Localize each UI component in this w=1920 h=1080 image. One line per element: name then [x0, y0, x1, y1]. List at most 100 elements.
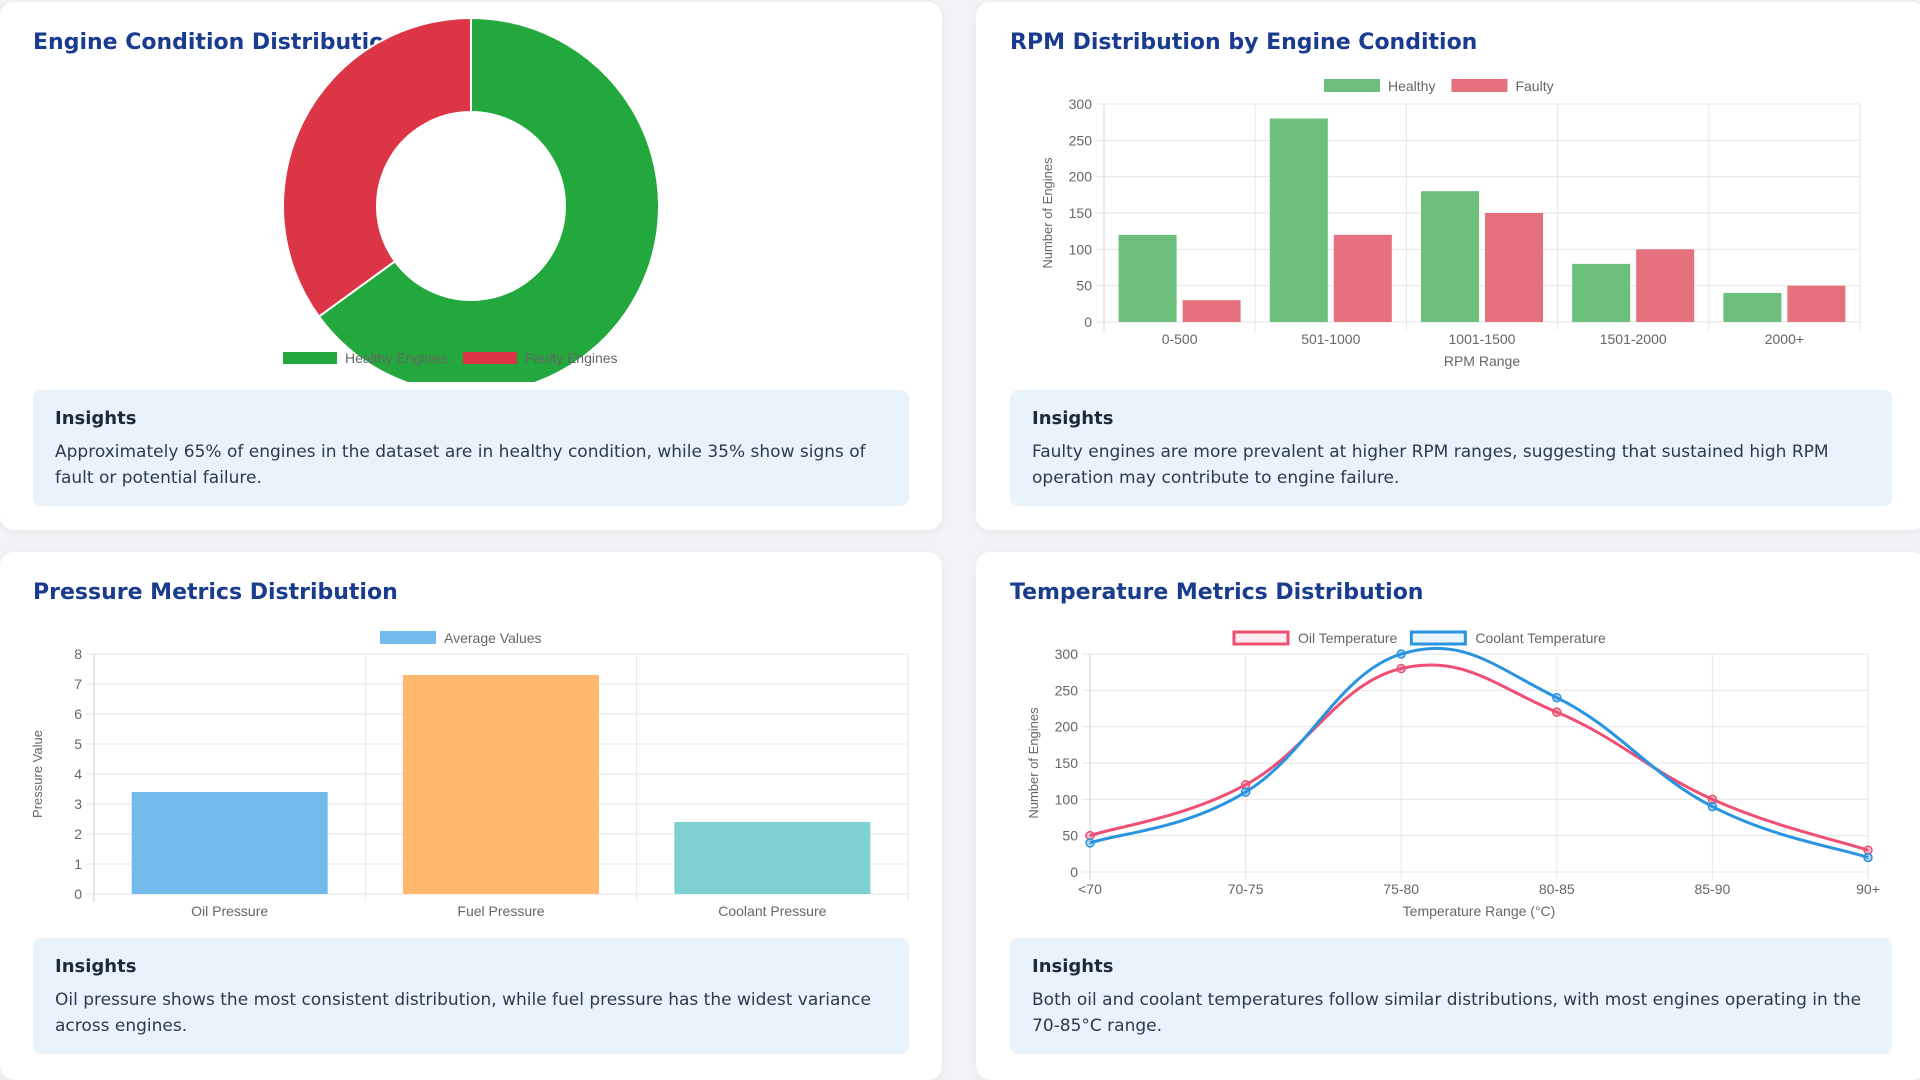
y-tick-label: 0 [1070, 864, 1078, 880]
x-tick-label: 70-75 [1228, 881, 1264, 897]
legend-swatch [1409, 630, 1467, 646]
insights-text: Faulty engines are more prevalent at hig… [1032, 442, 1829, 488]
bar-faulty-501-1000 [1333, 234, 1392, 322]
x-axis-title: RPM Range [1444, 353, 1520, 369]
y-tick-label: 5 [74, 736, 82, 752]
doughnut-slice-healthy-engines [317, 16, 660, 382]
legend-swatch [462, 352, 517, 364]
rpm-bar-chart: 0 50 100 150 200 250 300 Number of Engines 0-500… [1040, 78, 1861, 369]
bar-healthy-1001-1500 [1421, 191, 1479, 322]
y-tick-label: 300 [1069, 96, 1093, 112]
bar-fuel-pressure [403, 675, 599, 894]
bar-faulty-1501-2000 [1636, 249, 1695, 322]
engine-condition-title: Engine Condition Distribution [33, 30, 400, 55]
insights-text: Oil pressure shows the most consistent d… [55, 990, 871, 1036]
point-coolant-temperature [1863, 852, 1873, 863]
legend-swatch [380, 631, 436, 644]
point-oil-temperature [1552, 707, 1562, 717]
bar-faulty-2000+ [1787, 285, 1846, 322]
insights-text: Both oil and coolant temperatures follow… [1032, 990, 1862, 1036]
y-tick-label: 250 [1069, 132, 1093, 148]
y-tick-label: 6 [74, 706, 82, 722]
legend-swatch [1451, 79, 1508, 92]
legend-label: Faulty Engines [525, 350, 618, 366]
insights-heading: Insights [55, 956, 137, 977]
legend-swatch [283, 352, 337, 364]
y-tick-label: 3 [74, 796, 82, 812]
legend-label: Coolant Temperature [1475, 630, 1606, 646]
y-axis-title: Number of Engines [1040, 157, 1055, 269]
line-oil-temperature [1089, 663, 1869, 852]
bar-oil-pressure [131, 792, 328, 894]
y-tick-label: 8 [74, 646, 82, 662]
x-tick-label: 0-500 [1162, 331, 1198, 347]
y-tick-label: 50 [1062, 828, 1078, 844]
y-tick-label: 7 [74, 676, 82, 692]
legend-label: Average Values [444, 630, 542, 646]
bar-coolant-pressure [674, 822, 871, 894]
bar-faulty-0-500 [1182, 300, 1241, 322]
y-tick-label: 50 [1076, 278, 1092, 294]
insights-heading: Insights [1032, 956, 1114, 977]
legend-label: Healthy Engines [345, 350, 447, 366]
insights-text: Approximately 65% of engines in the data… [55, 442, 866, 488]
legend-swatch [1324, 79, 1380, 92]
legend-label: Oil Temperature [1298, 630, 1398, 646]
y-tick-label: 2 [74, 826, 82, 842]
line-coolant-temperature [1089, 646, 1869, 859]
x-tick-label: 90+ [1856, 881, 1880, 897]
x-tick-label: 75-80 [1383, 881, 1419, 897]
x-tick-label: <70 [1078, 881, 1102, 897]
y-tick-label: 4 [74, 766, 82, 782]
y-tick-label: 200 [1069, 169, 1093, 185]
pressure-bar-chart: 0 1 2 3 4 5 6 7 8 Pressure Value Oil Pressure Fuel … [30, 630, 909, 919]
pressure-insights: Insights Oil pressure shows the most con… [33, 938, 909, 1054]
y-tick-label: 0 [74, 886, 82, 902]
y-tick-label: 100 [1055, 791, 1079, 807]
temperature-insights: Insights Both oil and coolant temperatur… [1010, 938, 1892, 1054]
insights-heading: Insights [55, 408, 137, 429]
bar-healthy-0-500 [1118, 234, 1177, 322]
x-tick-label: 80-85 [1539, 881, 1575, 897]
bar-healthy-1501-2000 [1572, 263, 1631, 322]
y-tick-label: 0 [1084, 314, 1092, 330]
y-tick-label: 100 [1069, 241, 1093, 257]
x-tick-label: 1501-2000 [1600, 331, 1667, 347]
x-tick-label: Coolant Pressure [718, 903, 826, 919]
point-coolant-temperature [1240, 787, 1251, 797]
pressure-metrics-card: Pressure Metrics Distribution 0 1 2 3 4 5 6 7 8 P… [0, 552, 942, 1080]
y-tick-label: 300 [1055, 646, 1079, 662]
y-tick-label: 150 [1069, 205, 1093, 221]
bar-healthy-2000+ [1723, 292, 1782, 322]
engine-condition-doughnut-chart: Healthy Engines Faulty Engines [282, 16, 660, 382]
point-coolant-temperature [1396, 649, 1406, 659]
y-tick-label: 150 [1055, 755, 1079, 771]
engine-condition-insights: Insights Approximately 65% of engines in… [33, 390, 909, 506]
point-coolant-temperature [1085, 838, 1095, 848]
y-axis-title: Number of Engines [1026, 707, 1041, 819]
rpm-distribution-title: RPM Distribution by Engine Condition [1010, 30, 1478, 55]
x-tick-label: Oil Pressure [191, 903, 268, 919]
rpm-distribution-card: RPM Distribution by Engine Condition 0 50… [976, 2, 1920, 530]
x-tick-label: 2000+ [1765, 331, 1804, 347]
temperature-metrics-card: Temperature Metrics Distribution 0 50 100 1… [976, 552, 1920, 1080]
x-axis-title: Temperature Range (°C) [1403, 903, 1556, 919]
x-tick-label: Fuel Pressure [457, 903, 544, 919]
bar-faulty-1001-1500 [1485, 213, 1543, 322]
point-coolant-temperature [1707, 801, 1718, 812]
rpm-insights: Insights Faulty engines are more prevale… [1010, 390, 1892, 506]
legend-label: Faulty [1515, 78, 1553, 94]
y-tick-label: 250 [1055, 682, 1079, 698]
temperature-metrics-title: Temperature Metrics Distribution [1010, 580, 1424, 605]
temperature-line-chart: 0 50 100 150 200 250 300 Number of Engines <70 70… [1026, 630, 1880, 919]
x-tick-label: 85-90 [1694, 881, 1730, 897]
point-coolant-temperature [1552, 692, 1562, 703]
y-tick-label: 200 [1055, 719, 1079, 735]
x-tick-label: 501-1000 [1301, 331, 1360, 347]
x-tick-label: 1001-1500 [1449, 331, 1516, 347]
bar-healthy-501-1000 [1269, 118, 1328, 323]
doughnut-slice-faulty-engines [282, 16, 472, 318]
y-tick-label: 1 [74, 856, 82, 872]
legend-swatch [1232, 630, 1290, 646]
point-oil-temperature [1396, 663, 1406, 674]
